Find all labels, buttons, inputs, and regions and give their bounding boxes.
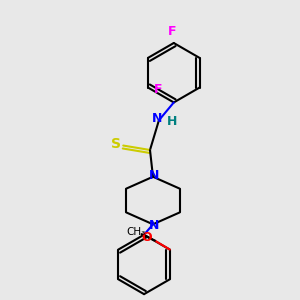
Text: N: N [149, 219, 160, 232]
Text: N: N [152, 112, 163, 125]
Text: H: H [167, 115, 178, 128]
Text: CH₃: CH₃ [126, 227, 145, 237]
Text: N: N [149, 169, 160, 182]
Text: F: F [168, 25, 176, 38]
Text: F: F [153, 82, 162, 96]
Text: S: S [111, 137, 121, 151]
Text: O: O [141, 231, 152, 244]
